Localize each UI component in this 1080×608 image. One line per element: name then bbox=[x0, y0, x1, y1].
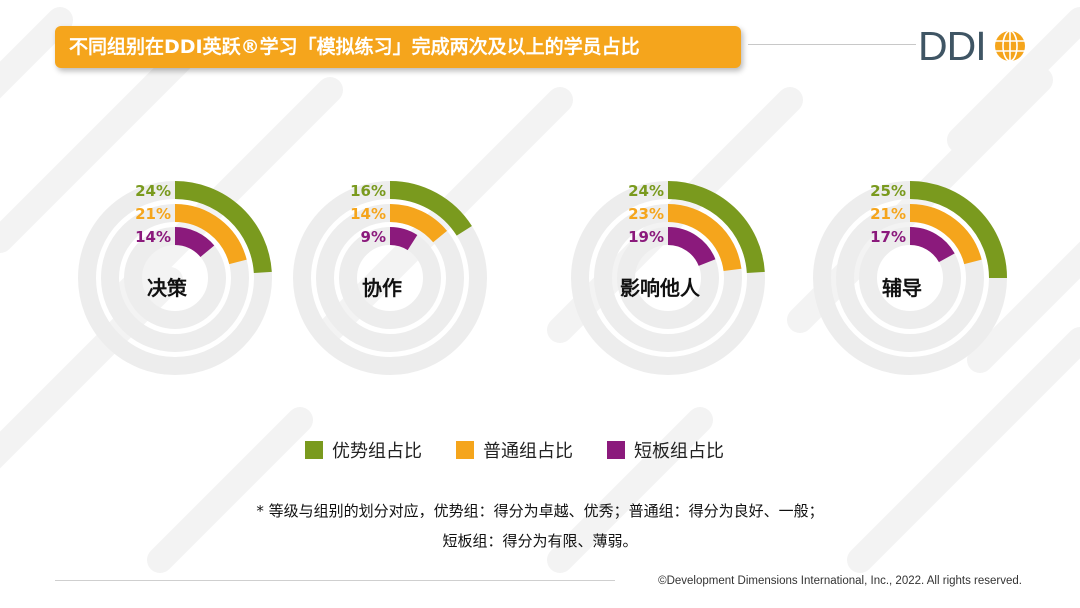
footer-divider bbox=[55, 580, 615, 581]
arc-weak-2 bbox=[389, 227, 418, 251]
arc-advantage-1 bbox=[174, 181, 272, 274]
value-label-normal-2: 14% bbox=[350, 205, 386, 223]
value-label-advantage-1: 24% bbox=[135, 182, 171, 200]
arc-advantage-2 bbox=[389, 181, 472, 236]
arc-advantage-4 bbox=[909, 181, 1007, 279]
value-label-weak-4: 17% bbox=[870, 228, 906, 246]
value-label-advantage-3: 24% bbox=[628, 182, 664, 200]
radial-group-1: 24% 21% 14% 决策 bbox=[78, 181, 272, 375]
arc-weak-4 bbox=[909, 227, 955, 263]
value-label-weak-2: 9% bbox=[361, 228, 386, 246]
legend-swatch-advantage bbox=[305, 441, 323, 459]
value-label-weak-3: 19% bbox=[628, 228, 664, 246]
footnote-line-2: 短板组：得分为有限、薄弱。 bbox=[442, 532, 638, 550]
category-label-1: 决策 bbox=[147, 276, 188, 300]
value-label-advantage-4: 25% bbox=[870, 182, 906, 200]
arc-advantage-3 bbox=[667, 181, 765, 274]
logo-text: DDI bbox=[918, 23, 987, 69]
footnote-line-1: * 等级与组别的划分对应，优势组：得分为卓越、优秀；普通组：得分为良好、一般； bbox=[256, 502, 824, 520]
value-label-weak-1: 14% bbox=[135, 228, 171, 246]
arc-normal-4 bbox=[909, 204, 982, 265]
legend-swatch-normal bbox=[456, 441, 474, 459]
legend-label-weak: 短板组占比 bbox=[634, 441, 724, 462]
radial-group-4: 25% 21% 17% 辅导 bbox=[813, 181, 1007, 375]
category-label-4: 辅导 bbox=[882, 276, 922, 300]
value-label-normal-1: 21% bbox=[135, 205, 171, 223]
radial-group-2: 16% 14% 9% 协作 bbox=[293, 181, 487, 375]
legend-item-advantage: 优势组占比 bbox=[305, 437, 422, 463]
arc-normal-3 bbox=[667, 204, 742, 272]
legend-item-normal: 普通组占比 bbox=[456, 437, 573, 463]
legend-swatch-weak bbox=[607, 441, 625, 459]
value-label-normal-4: 21% bbox=[870, 205, 906, 223]
value-label-normal-3: 23% bbox=[628, 205, 664, 223]
legend-item-weak: 短板组占比 bbox=[607, 437, 724, 463]
category-label-3: 影响他人 bbox=[620, 276, 701, 300]
arc-normal-2 bbox=[389, 204, 448, 243]
legend-label-normal: 普通组占比 bbox=[483, 441, 573, 462]
arc-weak-1 bbox=[174, 227, 215, 258]
chart-legend: 优势组占比 普通组占比 短板组占比 bbox=[305, 436, 758, 464]
radial-group-3: 24% 23% 19% 影响他人 bbox=[571, 181, 765, 375]
legend-label-advantage: 优势组占比 bbox=[332, 441, 422, 462]
arc-normal-1 bbox=[174, 204, 247, 265]
title-divider bbox=[748, 44, 916, 45]
globe-icon bbox=[995, 30, 1025, 62]
arc-weak-3 bbox=[667, 227, 716, 267]
category-label-2: 协作 bbox=[362, 276, 402, 300]
ddi-logo: DDI bbox=[918, 24, 1038, 68]
copyright-text: ©Development Dimensions International, I… bbox=[658, 575, 1022, 587]
chart-title: 不同组别在DDI英跃®学习「模拟练习」完成两次及以上的学员占比 bbox=[55, 26, 741, 68]
value-label-advantage-2: 16% bbox=[350, 182, 386, 200]
